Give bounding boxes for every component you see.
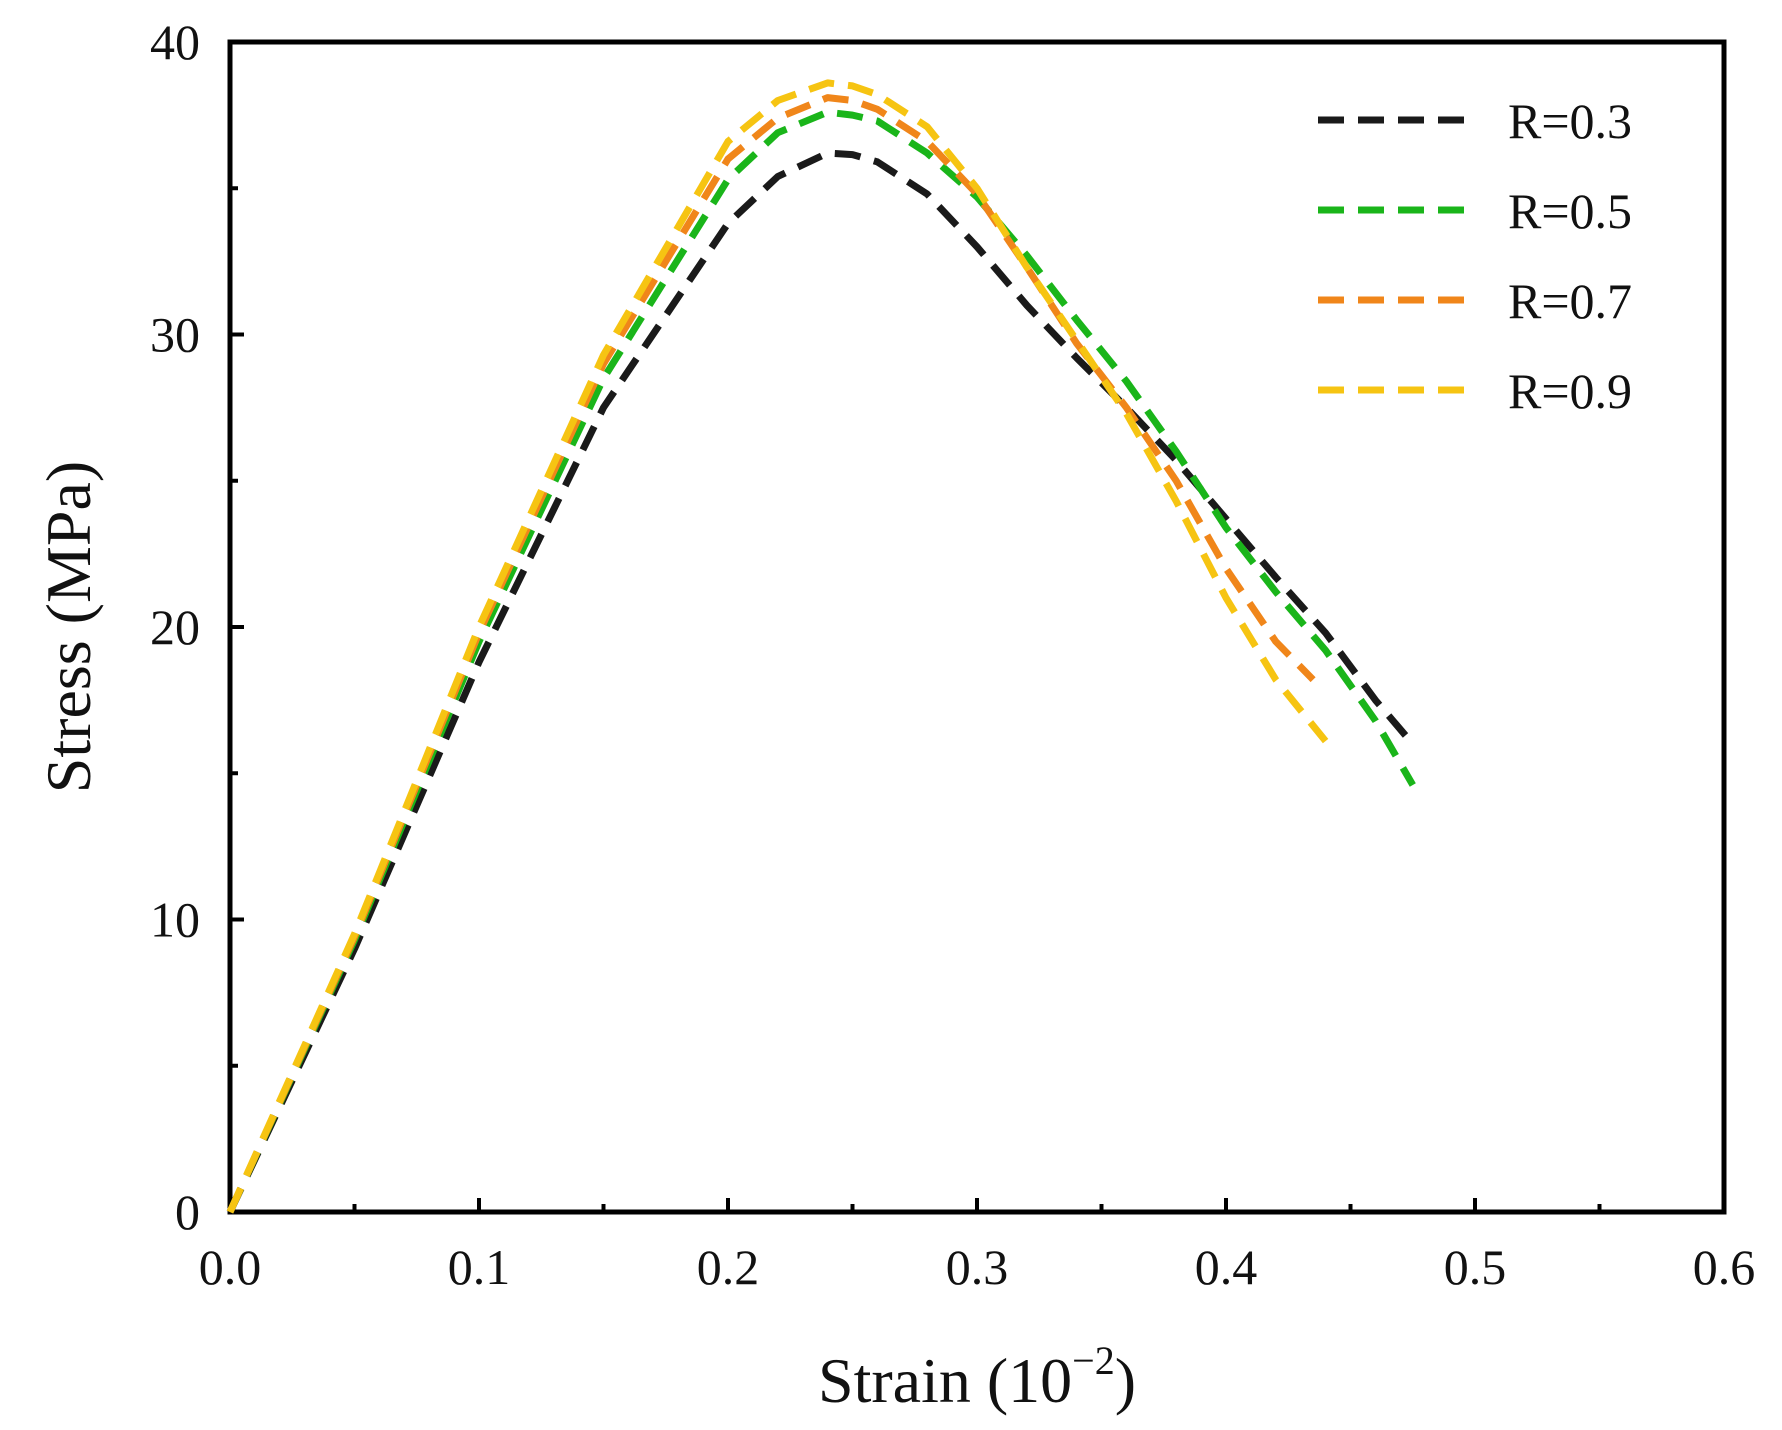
plot-area-frame — [227, 39, 1727, 1215]
legend: R=0.3 R=0.5 R=0.7 R=0.9 — [1318, 93, 1632, 419]
legend-label-r-0-5: R=0.5 — [1508, 183, 1632, 239]
legend-label-r-0-7: R=0.7 — [1508, 273, 1632, 329]
legend-label-r-0-9: R=0.9 — [1508, 363, 1632, 419]
y-tick-label: 10 — [150, 892, 200, 948]
y-tick-label: 40 — [150, 14, 200, 70]
axis-ticks — [228, 40, 1726, 1214]
x-axis-unit-exponent: −2 — [1072, 1338, 1115, 1383]
x-axis-label: Strain — [818, 1345, 971, 1416]
x-tick-label: 0.6 — [1693, 1239, 1756, 1295]
legend-label-r-0-3: R=0.3 — [1508, 93, 1632, 149]
y-tick-label: 30 — [150, 307, 200, 363]
x-tick-label: 0.3 — [946, 1239, 1009, 1295]
series-line-r-0-5 — [226, 108, 1416, 1214]
x-tick-label: 0.5 — [1444, 1239, 1507, 1295]
x-axis-unit-close: ) — [1115, 1345, 1136, 1416]
x-tick-label: 0.4 — [1195, 1239, 1258, 1295]
y-tick-label: 20 — [150, 599, 200, 655]
series-line-r-0-3 — [226, 149, 1416, 1214]
x-tick-label: 0.0 — [199, 1239, 262, 1295]
tick-labels: 0.0 0.1 0.2 0.3 0.4 0.5 0.6 0 10 20 30 40 — [150, 14, 1755, 1295]
x-tick-label: 0.1 — [448, 1239, 511, 1295]
y-axis-title: Stress (MPa) — [33, 461, 104, 793]
y-tick-label: 0 — [175, 1184, 200, 1240]
series-lines — [226, 79, 1416, 1214]
series-line-r-0-7 — [226, 94, 1316, 1214]
x-tick-label: 0.2 — [697, 1239, 760, 1295]
x-axis-title: Strain (10−2) — [818, 1338, 1136, 1416]
series-line-r-0-9 — [226, 79, 1329, 1214]
x-axis-unit-open: (10 — [987, 1345, 1072, 1416]
